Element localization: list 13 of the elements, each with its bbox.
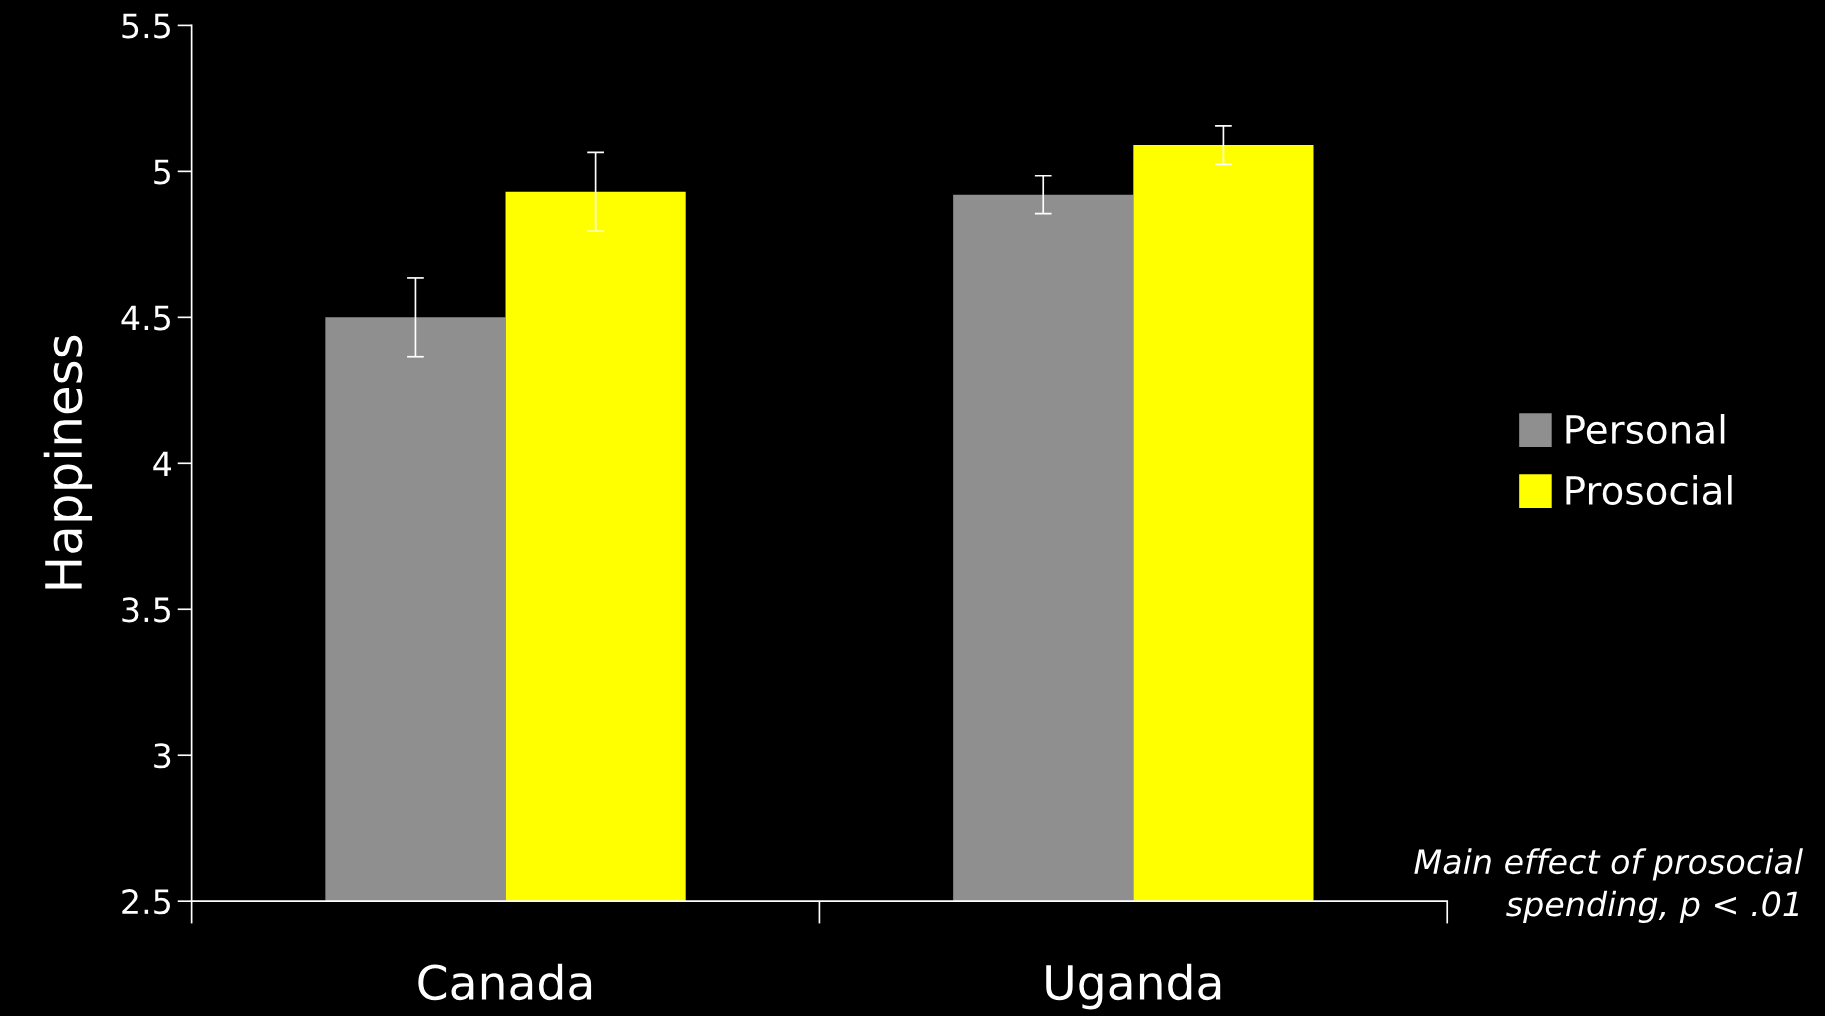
- legend-label: Prosocial: [1566, 474, 1732, 506]
- legend-label: Personal: [1566, 413, 1725, 445]
- y-tick-label: 3.5: [122, 597, 170, 623]
- x-tick-label: Uganda: [1046, 963, 1221, 1010]
- y-tick-label: 3: [154, 743, 171, 769]
- x-tick-label: Canada: [418, 963, 592, 1001]
- y-tick-label: 5.5: [122, 13, 170, 39]
- y-tick-label: 4.5: [121, 305, 170, 331]
- y-tick-label: 4: [153, 451, 172, 476]
- annotation: Main effect of prosocial spending, p < .01: [1414, 848, 1803, 924]
- y-tick-label: 5: [154, 159, 170, 185]
- y-axis-title: Happiness: [43, 335, 93, 589]
- y-tick-label: 2.5: [122, 889, 170, 915]
